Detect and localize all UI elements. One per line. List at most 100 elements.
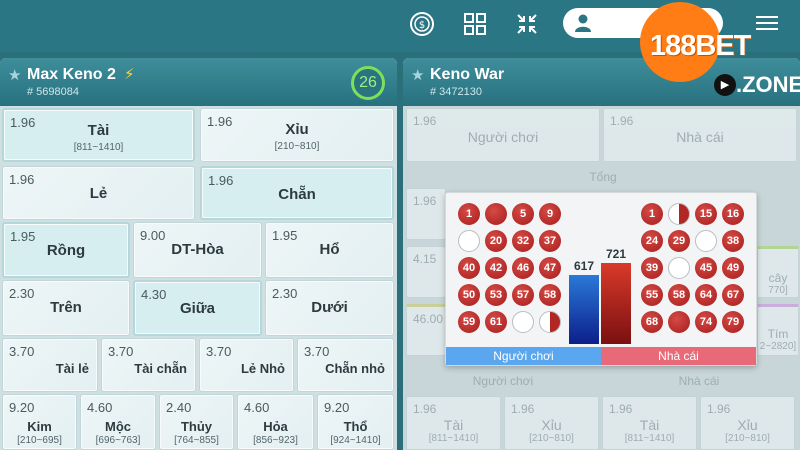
keno-ball: [485, 203, 507, 225]
bet-cell[interactable]: 9.20 Thổ [924~1410]: [317, 394, 394, 450]
keno-ball: 37: [539, 230, 561, 252]
player-total-bar: [569, 275, 599, 344]
bet-cell[interactable]: 1.95 Hổ: [265, 222, 394, 278]
odds-value: 4.60: [244, 400, 270, 415]
odds-value: 2.30: [272, 286, 298, 301]
game-id: # 3472130: [430, 86, 482, 98]
odds-value: 2.40: [166, 400, 192, 415]
bet-cell[interactable]: 4.60 Hỏa [856~923]: [237, 394, 314, 450]
bet-cell[interactable]: 1.96 Người chơi: [406, 108, 600, 162]
countdown-timer: 26: [351, 66, 385, 100]
keno-ball: 47: [539, 257, 561, 279]
coin-icon[interactable]: $: [407, 10, 437, 38]
bet-cell[interactable]: 1.96 Nhà cái: [603, 108, 797, 162]
keno-ball: 42: [485, 257, 507, 279]
keno-ball: [695, 230, 717, 252]
svg-text:$: $: [419, 20, 425, 31]
game-title: Keno War: [430, 66, 505, 83]
bet-cell[interactable]: 3.70 Tài chẵn: [101, 338, 196, 392]
keno-ball: 57: [512, 284, 534, 306]
odds-value: 1.95: [10, 229, 36, 244]
keno-ball: 9: [539, 203, 561, 225]
favorite-star-icon[interactable]: ★: [8, 67, 22, 84]
keno-ball: [668, 311, 690, 333]
max-keno-panel: ★ Max Keno 2 ⚡ # 5698084 26 1.96 Tài [811~…: [0, 58, 397, 450]
player-total: 617: [573, 259, 595, 273]
user-icon: [575, 14, 591, 32]
bet-name: Thủy: [180, 419, 213, 434]
odds-value: 3.70: [304, 344, 330, 359]
keno-ball: 55: [641, 284, 663, 306]
odds-value: 4.60: [87, 400, 113, 415]
dealer-total-bar: [601, 263, 631, 344]
favorite-star-icon[interactable]: ★: [411, 67, 425, 84]
keno-ball: 5: [512, 203, 534, 225]
collapse-icon[interactable]: [512, 10, 542, 38]
bet-name: Trên: [50, 299, 82, 316]
keno-ball: 61: [485, 311, 507, 333]
logo-badge: [640, 2, 720, 82]
bet-cell[interactable]: 1.96 Tài [811~1410]: [2, 108, 195, 162]
bet-name: Hỏa: [263, 419, 288, 434]
bet-cell[interactable]: 1.96 Chẵn: [200, 166, 394, 220]
odds-value: 1.96: [10, 115, 36, 130]
keno-ball: [539, 311, 561, 333]
menu-icon[interactable]: [756, 12, 778, 34]
bet-cell[interactable]: 1.96: [406, 188, 446, 240]
odds-value: 3.70: [9, 344, 35, 359]
bet-cell[interactable]: 3.70 Tài lẻ: [2, 338, 98, 392]
range-text: [924~1410]: [330, 435, 381, 446]
bet-cell[interactable]: 1.95 Rồng: [2, 222, 130, 278]
bet-name: Kim: [27, 419, 52, 434]
game-title: Max Keno 2: [27, 66, 116, 83]
odds-value: 2.30: [9, 286, 35, 301]
bet-name: DT-Hòa: [171, 241, 224, 258]
keno-ball: [458, 230, 480, 252]
bet-cell[interactable]: 1.96 Tài [811~1410]: [406, 396, 501, 450]
keno-ball: 50: [458, 284, 480, 306]
bet-name: Chẵn nhỏ: [325, 361, 385, 376]
bet-cell[interactable]: 9.20 Kim [210~695]: [2, 394, 77, 450]
grid-view-icon[interactable]: [460, 10, 490, 38]
bet-cell[interactable]: 3.70 Lẻ Nhỏ: [199, 338, 294, 392]
dealer-footer: Nhà cái: [601, 347, 756, 365]
play-icon: ▶: [714, 74, 736, 96]
total-label: Tổng: [589, 170, 617, 184]
odds-value: 3.70: [206, 344, 232, 359]
bet-name: Giữa: [179, 300, 216, 317]
bet-name: Lẻ: [89, 185, 108, 202]
bet-name: Thổ: [343, 419, 368, 434]
bet-cell[interactable]: Tím 2~2820]: [757, 304, 799, 356]
bet-cell[interactable]: 4.30 Giữa: [133, 280, 262, 336]
bet-cell[interactable]: 4.15: [406, 246, 446, 298]
range-text: [210~810]: [274, 141, 320, 152]
keno-ball: 20: [485, 230, 507, 252]
bet-cell[interactable]: 1.96 Lẻ: [2, 166, 195, 220]
bet-cell[interactable]: 1.96 Xỉu [210~810]: [200, 108, 394, 162]
bet-cell[interactable]: 4.60 Mộc [696~763]: [80, 394, 156, 450]
bet-cell[interactable]: 2.30 Dưới: [265, 280, 394, 336]
odds-value: 1.96: [207, 114, 233, 129]
bet-cell[interactable]: cây 770]: [757, 246, 799, 298]
bet-name: Tài lẻ: [55, 361, 89, 376]
keno-ball: 45: [695, 257, 717, 279]
bet-cell[interactable]: 2.30 Trên: [2, 280, 130, 336]
bet-name: Xỉu: [285, 121, 309, 138]
bet-name: Rồng: [46, 242, 86, 259]
bet-cell[interactable]: 3.70 Chẵn nhỏ: [297, 338, 394, 392]
keno-ball: 39: [641, 257, 663, 279]
bet-cell[interactable]: 1.96 Xỉu [210~810]: [700, 396, 795, 450]
bet-cell[interactable]: 9.00 DT-Hòa: [133, 222, 262, 278]
bet-grid: 1.96 Tài [811~1410] 1.96 Xỉu [210~810] 1.96 Lẻ 1…: [0, 106, 397, 450]
bet-cell[interactable]: 1.96 Xỉu [210~810]: [504, 396, 599, 450]
odds-value: 4.30: [141, 287, 167, 302]
odds-value: 1.96: [9, 172, 35, 187]
bet-cell[interactable]: 46.00: [406, 304, 446, 356]
range-text: [856~923]: [253, 435, 298, 446]
logo-text: 188BET: [650, 30, 751, 62]
bet-name: Chẵn: [278, 186, 316, 203]
range-text: [764~855]: [174, 435, 219, 446]
bet-cell[interactable]: 1.96 Tài [811~1410]: [602, 396, 697, 450]
bet-cell[interactable]: 2.40 Thủy [764~855]: [159, 394, 234, 450]
keno-ball: 58: [668, 284, 690, 306]
